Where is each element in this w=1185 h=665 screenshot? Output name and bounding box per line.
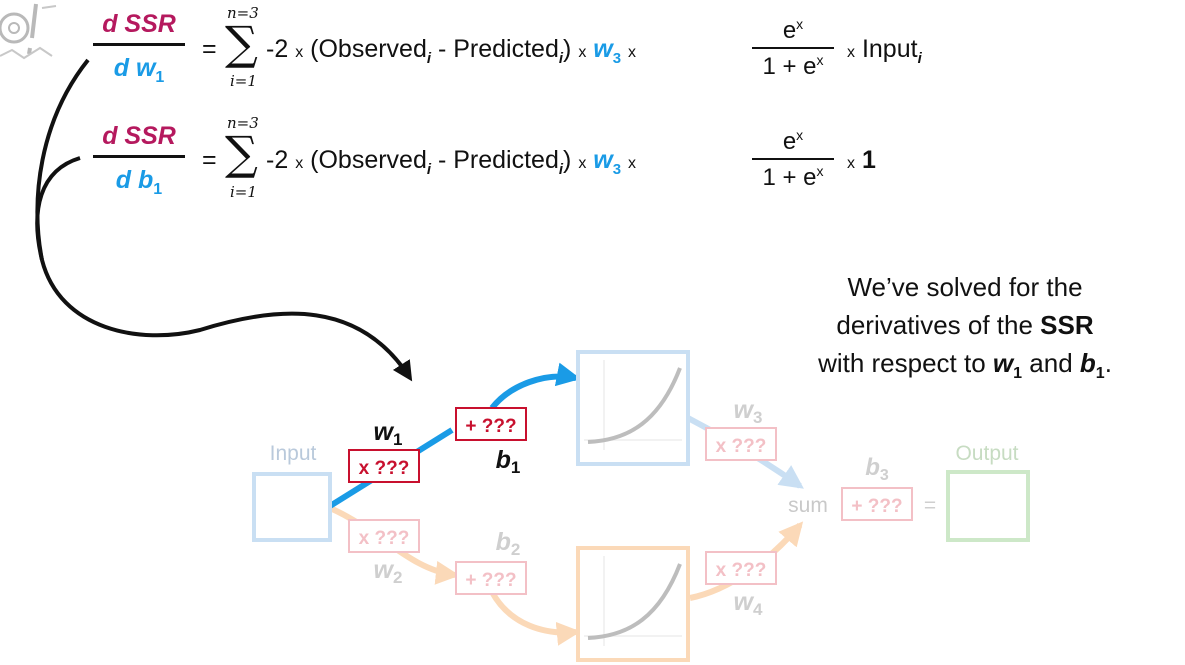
activation-node-bottom: [578, 548, 688, 660]
equals-sign: =: [924, 494, 936, 517]
connector-curve-bottom: [37, 158, 80, 260]
b1-edge: [492, 377, 576, 408]
output-label: Output: [955, 442, 1018, 465]
sum-label: sum: [788, 494, 828, 517]
svg-text:x ???: x ???: [716, 560, 767, 581]
w4-label: w4: [734, 588, 763, 619]
b2-label: b2: [496, 528, 521, 559]
svg-text:+ ???: + ???: [465, 416, 516, 437]
connector-curve-main: [42, 260, 410, 378]
output-node: [948, 472, 1028, 540]
svg-text:x ???: x ???: [359, 528, 410, 549]
svg-text:+ ???: + ???: [851, 496, 902, 517]
w3-label: w3: [734, 396, 763, 427]
input-label: Input: [270, 442, 317, 465]
svg-text:x ???: x ???: [359, 458, 410, 479]
b3-label: b3: [865, 454, 889, 484]
w1-label: w1: [374, 418, 403, 449]
svg-text:+ ???: + ???: [465, 570, 516, 591]
b1-label: b1: [496, 446, 521, 477]
connector-curve-top: [37, 60, 88, 260]
w2-label: w2: [374, 556, 403, 587]
svg-text:x ???: x ???: [716, 436, 767, 457]
input-node: [254, 474, 330, 540]
activation-node-top: [578, 352, 688, 464]
